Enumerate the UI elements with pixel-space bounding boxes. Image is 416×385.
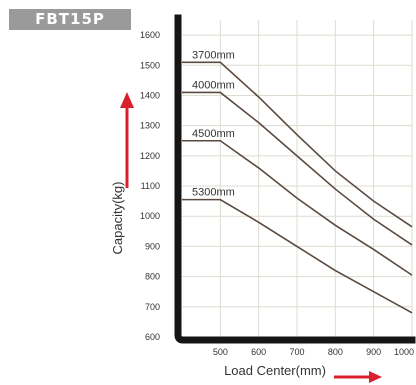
y-tick-label: 1000 — [140, 211, 160, 221]
y-tick-label: 1500 — [140, 60, 160, 70]
y-tick-label: 1100 — [141, 181, 160, 191]
axis-frame — [174, 14, 416, 344]
y-tick-labels: 600 700 800 900 1000 1100 1200 1300 1400 1500 1600 — [140, 30, 160, 342]
series-labels: 3700mm 4000mm 4500mm 5300mm — [192, 49, 235, 198]
series-line — [182, 91, 413, 246]
series-line — [182, 139, 413, 276]
y-tick-label: 1300 — [140, 121, 160, 131]
series-label: 4500mm — [192, 128, 235, 140]
x-tick-label: 600 — [251, 347, 266, 357]
x-axis-arrow — [334, 371, 382, 383]
y-axis-arrow — [120, 92, 134, 188]
model-badge: FBT15P — [9, 9, 131, 30]
series-line — [182, 198, 413, 314]
y-tick-label: 1400 — [140, 90, 160, 100]
x-axis-title: Load Center(mm) — [224, 363, 326, 378]
curve-layer — [182, 61, 413, 314]
series-label: 5300mm — [192, 187, 235, 199]
y-tick-label: 900 — [145, 241, 160, 251]
y-tick-label: 800 — [145, 272, 160, 282]
axis-layer — [174, 14, 416, 344]
x-tick-label: 800 — [328, 347, 343, 357]
series-label: 4000mm — [192, 79, 235, 91]
x-tick-label: 1000 — [394, 347, 414, 357]
x-tick-label: 500 — [213, 347, 228, 357]
y-tick-label: 700 — [145, 302, 160, 312]
series-label: 3700mm — [192, 49, 235, 61]
y-tick-label: 600 — [145, 332, 160, 342]
x-tick-labels: 500 600 700 800 900 1000 — [213, 347, 414, 357]
y-tick-label: 1600 — [140, 30, 160, 40]
x-tick-label: 700 — [289, 347, 304, 357]
x-tick-label: 900 — [366, 347, 381, 357]
chart-grid — [182, 20, 413, 337]
y-tick-label: 1200 — [140, 151, 160, 161]
y-axis-title: Capacity(kg) — [110, 182, 125, 255]
series-line — [182, 61, 413, 228]
